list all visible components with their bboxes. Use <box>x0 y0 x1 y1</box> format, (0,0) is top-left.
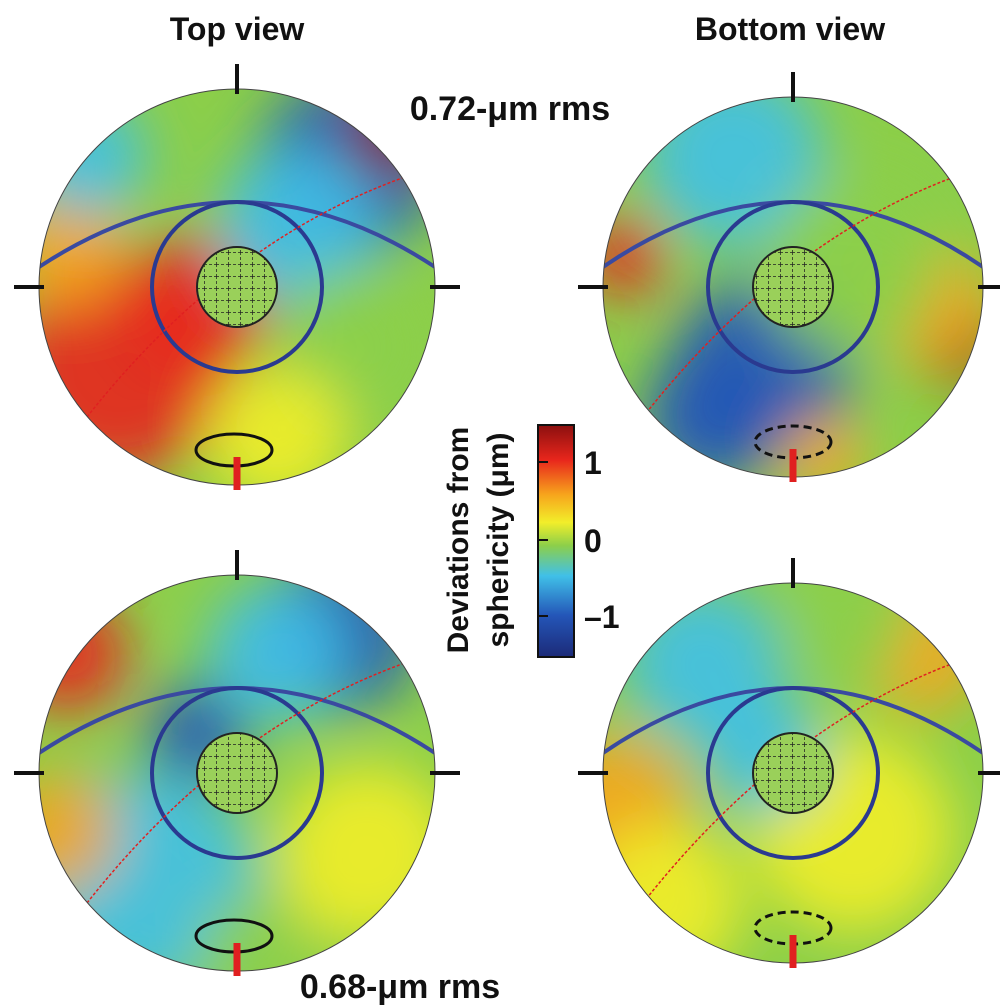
grid-patch <box>196 246 278 328</box>
colorbar-tick-label: 0 <box>584 523 602 559</box>
colorbar-label: Deviations from <box>442 427 475 654</box>
grid-patch <box>752 732 834 814</box>
ring <box>150 686 324 860</box>
grid-patch <box>752 246 834 328</box>
colorbar-label: sphericity (μm) <box>482 432 515 647</box>
right-title: Bottom view <box>695 11 885 47</box>
colorbar-tick-label: –1 <box>584 599 620 635</box>
ring <box>150 200 324 374</box>
blob <box>39 187 127 307</box>
left-title: Top view <box>170 11 305 47</box>
blob <box>603 217 663 297</box>
blob <box>39 773 117 893</box>
blob <box>197 893 317 971</box>
sphere <box>14 550 460 976</box>
ring <box>706 200 880 374</box>
sphere <box>578 72 1000 482</box>
blob <box>603 823 743 963</box>
blob <box>793 583 913 683</box>
blob <box>207 367 347 485</box>
colorbar-tick-label: 1 <box>584 445 602 481</box>
blob <box>783 417 863 477</box>
rms-label: 0.72-μm rms <box>410 90 610 128</box>
grid-patch <box>196 732 278 814</box>
blob <box>39 593 127 713</box>
rms-label: 0.68-μm rms <box>300 968 500 1006</box>
sphere <box>14 64 460 490</box>
ring <box>706 686 880 860</box>
